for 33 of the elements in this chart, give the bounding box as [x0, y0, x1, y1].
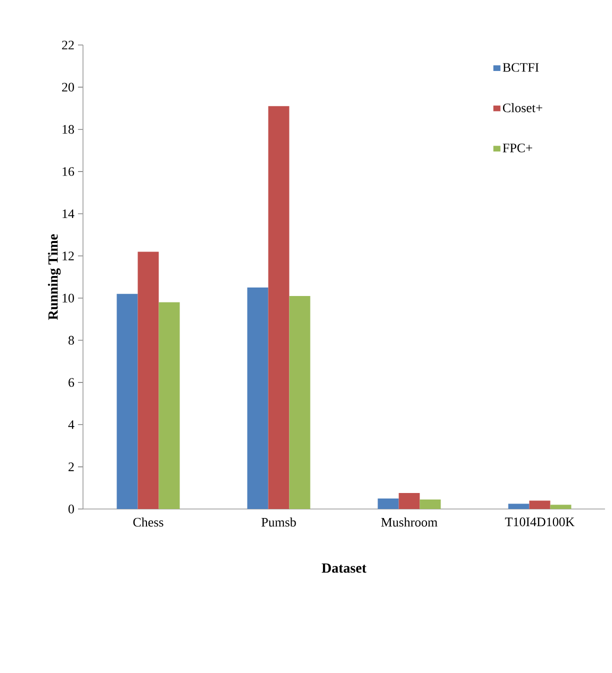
y-tick-label: 12: [62, 252, 74, 260]
legend-label: FPC+: [502, 144, 532, 152]
y-tick-label: 6: [68, 378, 74, 387]
legend-label: BCTFI: [502, 63, 539, 72]
y-tick-label: 10: [62, 294, 74, 302]
bar: [420, 500, 441, 509]
bar: [158, 302, 180, 509]
y-axis-title: Running Time: [48, 234, 61, 320]
x-axis-title: Dataset: [322, 563, 366, 573]
y-tick-label: 18: [62, 124, 74, 134]
y-tick-label: 4: [68, 420, 74, 429]
y-tick-label: 0: [68, 504, 74, 514]
y-tick-label: 16: [62, 167, 74, 176]
y-tick-label: 14: [62, 209, 74, 218]
bar: [268, 106, 290, 509]
bar: [138, 252, 159, 509]
bar: [116, 294, 138, 509]
bar: [289, 296, 310, 509]
bar: [378, 498, 399, 509]
bar: [247, 288, 268, 509]
bar: [398, 492, 420, 509]
y-tick-label: 8: [68, 336, 74, 345]
bar: [508, 504, 530, 509]
y-tick-label: 20: [62, 82, 74, 92]
legend-label: Closet+: [502, 103, 542, 112]
y-tick-label: 22: [62, 40, 74, 50]
x-tick-label: Pumsb: [261, 518, 296, 527]
x-tick-label: Mushroom: [381, 518, 438, 527]
bar: [529, 500, 550, 509]
bar: [550, 504, 572, 509]
x-tick-label: Chess: [133, 518, 164, 527]
x-tick-label: T10I4D100K: [505, 518, 575, 526]
y-tick-label: 2: [68, 462, 74, 472]
